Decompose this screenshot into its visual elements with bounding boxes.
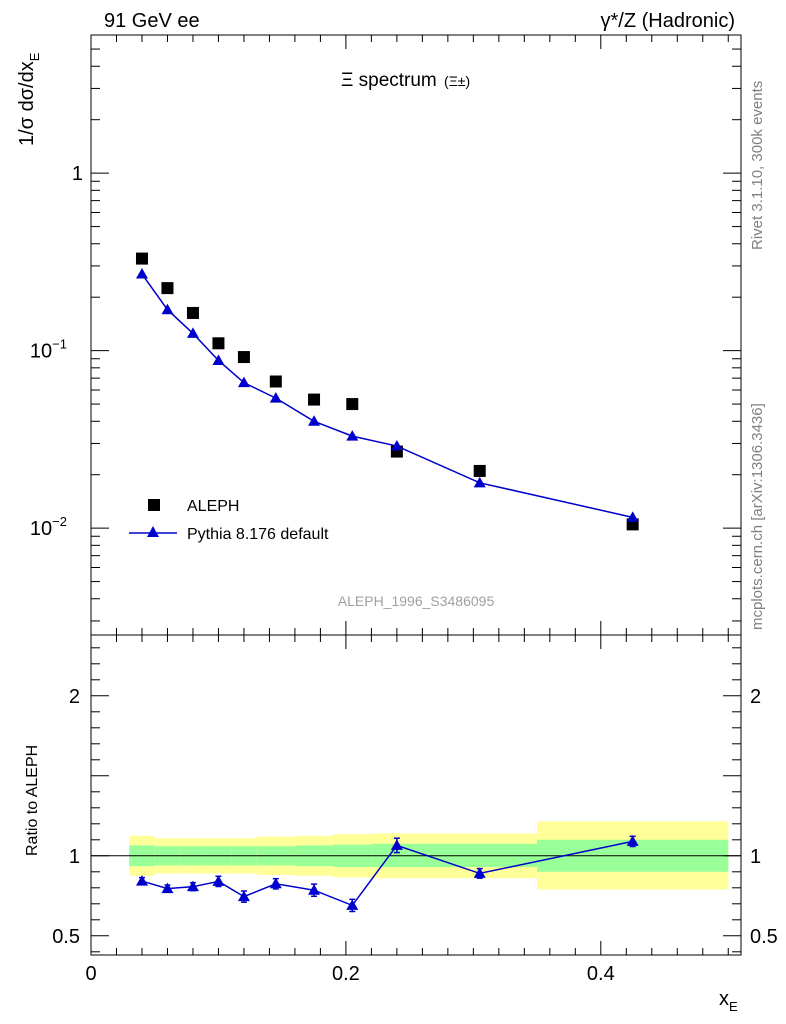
aleph-point-4 — [237, 351, 250, 364]
ratio-point-3 — [212, 875, 225, 886]
main-yaxis-label-sub: E — [27, 52, 42, 61]
xaxis-label-text: x — [719, 988, 729, 1010]
plot-title-main: Ξ spectrum — [341, 70, 437, 91]
pythia-point-6 — [308, 415, 321, 426]
header-left: 91 GeV ee — [104, 10, 200, 32]
y-tick-label-main-2: 10−2 — [30, 514, 67, 540]
main-plot-frame — [90, 34, 742, 636]
main-yaxis-label-text: 1/σ dσ/dx — [16, 61, 38, 146]
pythia-point-10 — [626, 511, 639, 522]
aleph-point-7 — [346, 398, 359, 411]
y-tick-label-main-exp-1: −1 — [52, 337, 67, 352]
mcplots-source-label: mcplots.cern.ch [arXiv:1306.3436] — [749, 403, 766, 630]
plot-title-suffix: (Ξ±) — [444, 73, 470, 89]
ratio-point-7 — [346, 899, 359, 910]
y-tick-label-ratio-right-0: 2 — [750, 686, 761, 708]
pythia-point-4 — [237, 376, 250, 388]
main-yaxis-label: 1/σ dσ/dxE — [16, 52, 42, 146]
pythia-point-5 — [269, 392, 282, 403]
pythia-point-9 — [473, 476, 486, 488]
pythia-point-8 — [390, 440, 403, 451]
legend: ALEPH Pythia 8.176 default — [129, 498, 329, 543]
x-tick-label-2: 0.4 — [587, 963, 615, 985]
y-tick-label-ratio-left-2: 0.5 — [52, 926, 80, 948]
x-tick-label-0: 0 — [85, 963, 96, 985]
y-tick-label-ratio-left-1: 1 — [69, 846, 80, 868]
aleph-point-1 — [161, 282, 174, 295]
ratio-point-0 — [135, 875, 148, 886]
xaxis-label-sub: E — [729, 999, 738, 1014]
legend-label-pythia: Pythia 8.176 default — [187, 526, 329, 543]
y-tick-label-ratio-left-0: 2 — [69, 686, 80, 708]
xaxis-label: xE — [719, 988, 738, 1014]
aleph-point-3 — [212, 337, 225, 350]
y-tick-label-main-exp-2: −2 — [52, 514, 67, 529]
ratio-point-2 — [186, 880, 199, 892]
pythia-point-1 — [161, 303, 174, 315]
ratio-plot-frame — [90, 634, 742, 956]
ratio-point-8 — [390, 839, 403, 850]
pythia-line — [141, 273, 633, 519]
ratio-point-6 — [308, 884, 321, 895]
y-tick-label-ratio-right-1: 1 — [750, 846, 761, 868]
legend-marker-aleph — [148, 499, 160, 511]
aleph-point-0 — [135, 252, 148, 265]
aleph-point-9 — [473, 464, 486, 477]
ratio-point-9 — [473, 867, 486, 878]
tick-labels: 0 0.2 0.4 1 10−1 10−2 2 2 1 1 0.5 0.5 — [30, 163, 778, 985]
y-tick-label-main-1: 10−1 — [30, 337, 67, 363]
plot-title: Ξ spectrum (Ξ±) — [341, 70, 470, 91]
ratio-yaxis-label: Ratio to ALEPH — [24, 745, 41, 856]
aleph-point-5 — [269, 375, 282, 388]
pythia-point-2 — [186, 327, 199, 338]
rivet-version-label: Rivet 3.1.10, 300k events — [749, 81, 766, 250]
header-right: γ*/Z (Hadronic) — [601, 10, 735, 32]
ratio-point-1 — [161, 882, 174, 894]
pythia-point-0 — [135, 268, 148, 279]
y-tick-label-ratio-right-2: 0.5 — [750, 926, 778, 948]
legend-label-aleph: ALEPH — [187, 498, 239, 515]
pythia-point-7 — [346, 430, 359, 441]
aleph-point-6 — [308, 393, 321, 406]
analysis-id-watermark: ALEPH_1996_S3486095 — [338, 593, 495, 609]
ratio-point-4 — [237, 890, 250, 902]
aleph-point-2 — [186, 306, 199, 319]
axis-ticks — [90, 34, 741, 955]
main-plot-marks — [135, 252, 639, 531]
y-tick-label-main-0: 1 — [72, 163, 83, 185]
pythia-point-3 — [212, 354, 225, 365]
ratio-point-10 — [626, 835, 639, 846]
ratio-plot-marks — [135, 835, 639, 913]
legend-marker-pythia — [147, 526, 159, 537]
ratio-point-5 — [269, 877, 282, 889]
x-tick-label-1: 0.2 — [332, 963, 360, 985]
